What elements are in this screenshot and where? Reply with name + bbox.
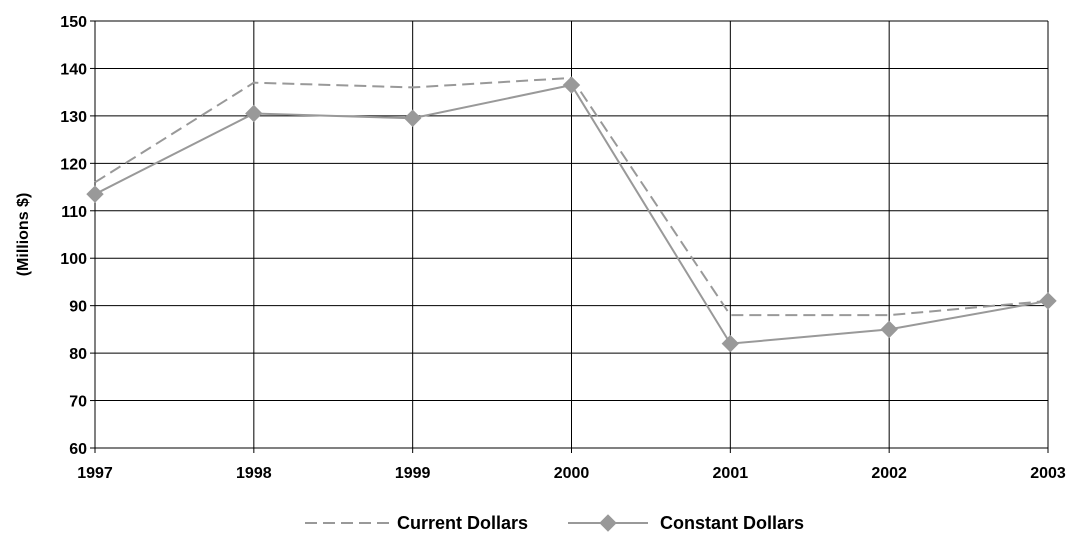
legend-label-1: Current Dollars — [397, 513, 528, 533]
legend-marker — [599, 514, 617, 532]
data-point-marker — [880, 320, 898, 339]
y-tick-label: 110 — [61, 204, 87, 221]
x-tick-label: 2003 — [1030, 465, 1066, 482]
y-tick-label: 70 — [69, 394, 87, 411]
y-tick-label: 100 — [60, 251, 87, 268]
y-tick-label: 130 — [60, 109, 87, 126]
axes — [90, 20, 1049, 453]
y-tick-label: 140 — [60, 61, 87, 78]
data-point-marker — [721, 334, 740, 353]
legend-label-2: Constant Dollars — [660, 513, 804, 533]
y-tick-label: 80 — [69, 346, 87, 363]
data-point-marker — [403, 109, 422, 127]
x-tick-label: 1997 — [77, 465, 113, 482]
data-point-marker — [1039, 292, 1057, 310]
tick-labels: 60 70 80 90 100 110 120 130 140 150 1997 1998 1999 20… — [60, 14, 1066, 482]
y-tick-label: 150 — [60, 14, 87, 31]
x-tick-label: 1999 — [395, 465, 431, 482]
x-tick-label: 1998 — [236, 465, 272, 482]
data-point-marker — [86, 185, 104, 203]
series-layer — [86, 76, 1057, 353]
legend: Current Dollars Constant Dollars — [305, 513, 804, 533]
x-tick-label: 2002 — [871, 465, 907, 482]
x-tick-label: 2001 — [713, 465, 749, 482]
y-tick-label: 120 — [60, 156, 87, 173]
x-tick-label: 2000 — [554, 465, 590, 482]
y-tick-label: 60 — [69, 441, 87, 458]
y-axis-title: (Millions $) — [15, 193, 32, 277]
y-tick-label: 90 — [69, 299, 87, 316]
data-point-marker — [245, 104, 263, 123]
data-point-marker — [562, 76, 581, 94]
